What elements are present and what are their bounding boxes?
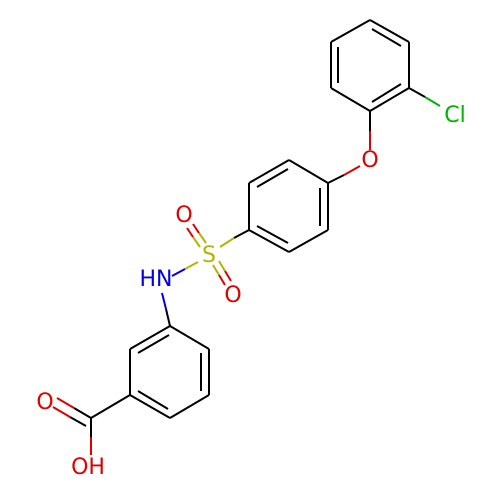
bonds: [52, 19, 441, 455]
atom-label: O: [224, 283, 241, 308]
atom-label: O: [361, 148, 378, 173]
atom-label: Cl: [444, 103, 465, 128]
atom-label: S: [202, 243, 216, 268]
atom-label: O: [175, 203, 192, 228]
atom-label: HN: [140, 267, 173, 292]
atom-label: O: [36, 390, 53, 415]
atom-label: OH: [71, 455, 105, 480]
